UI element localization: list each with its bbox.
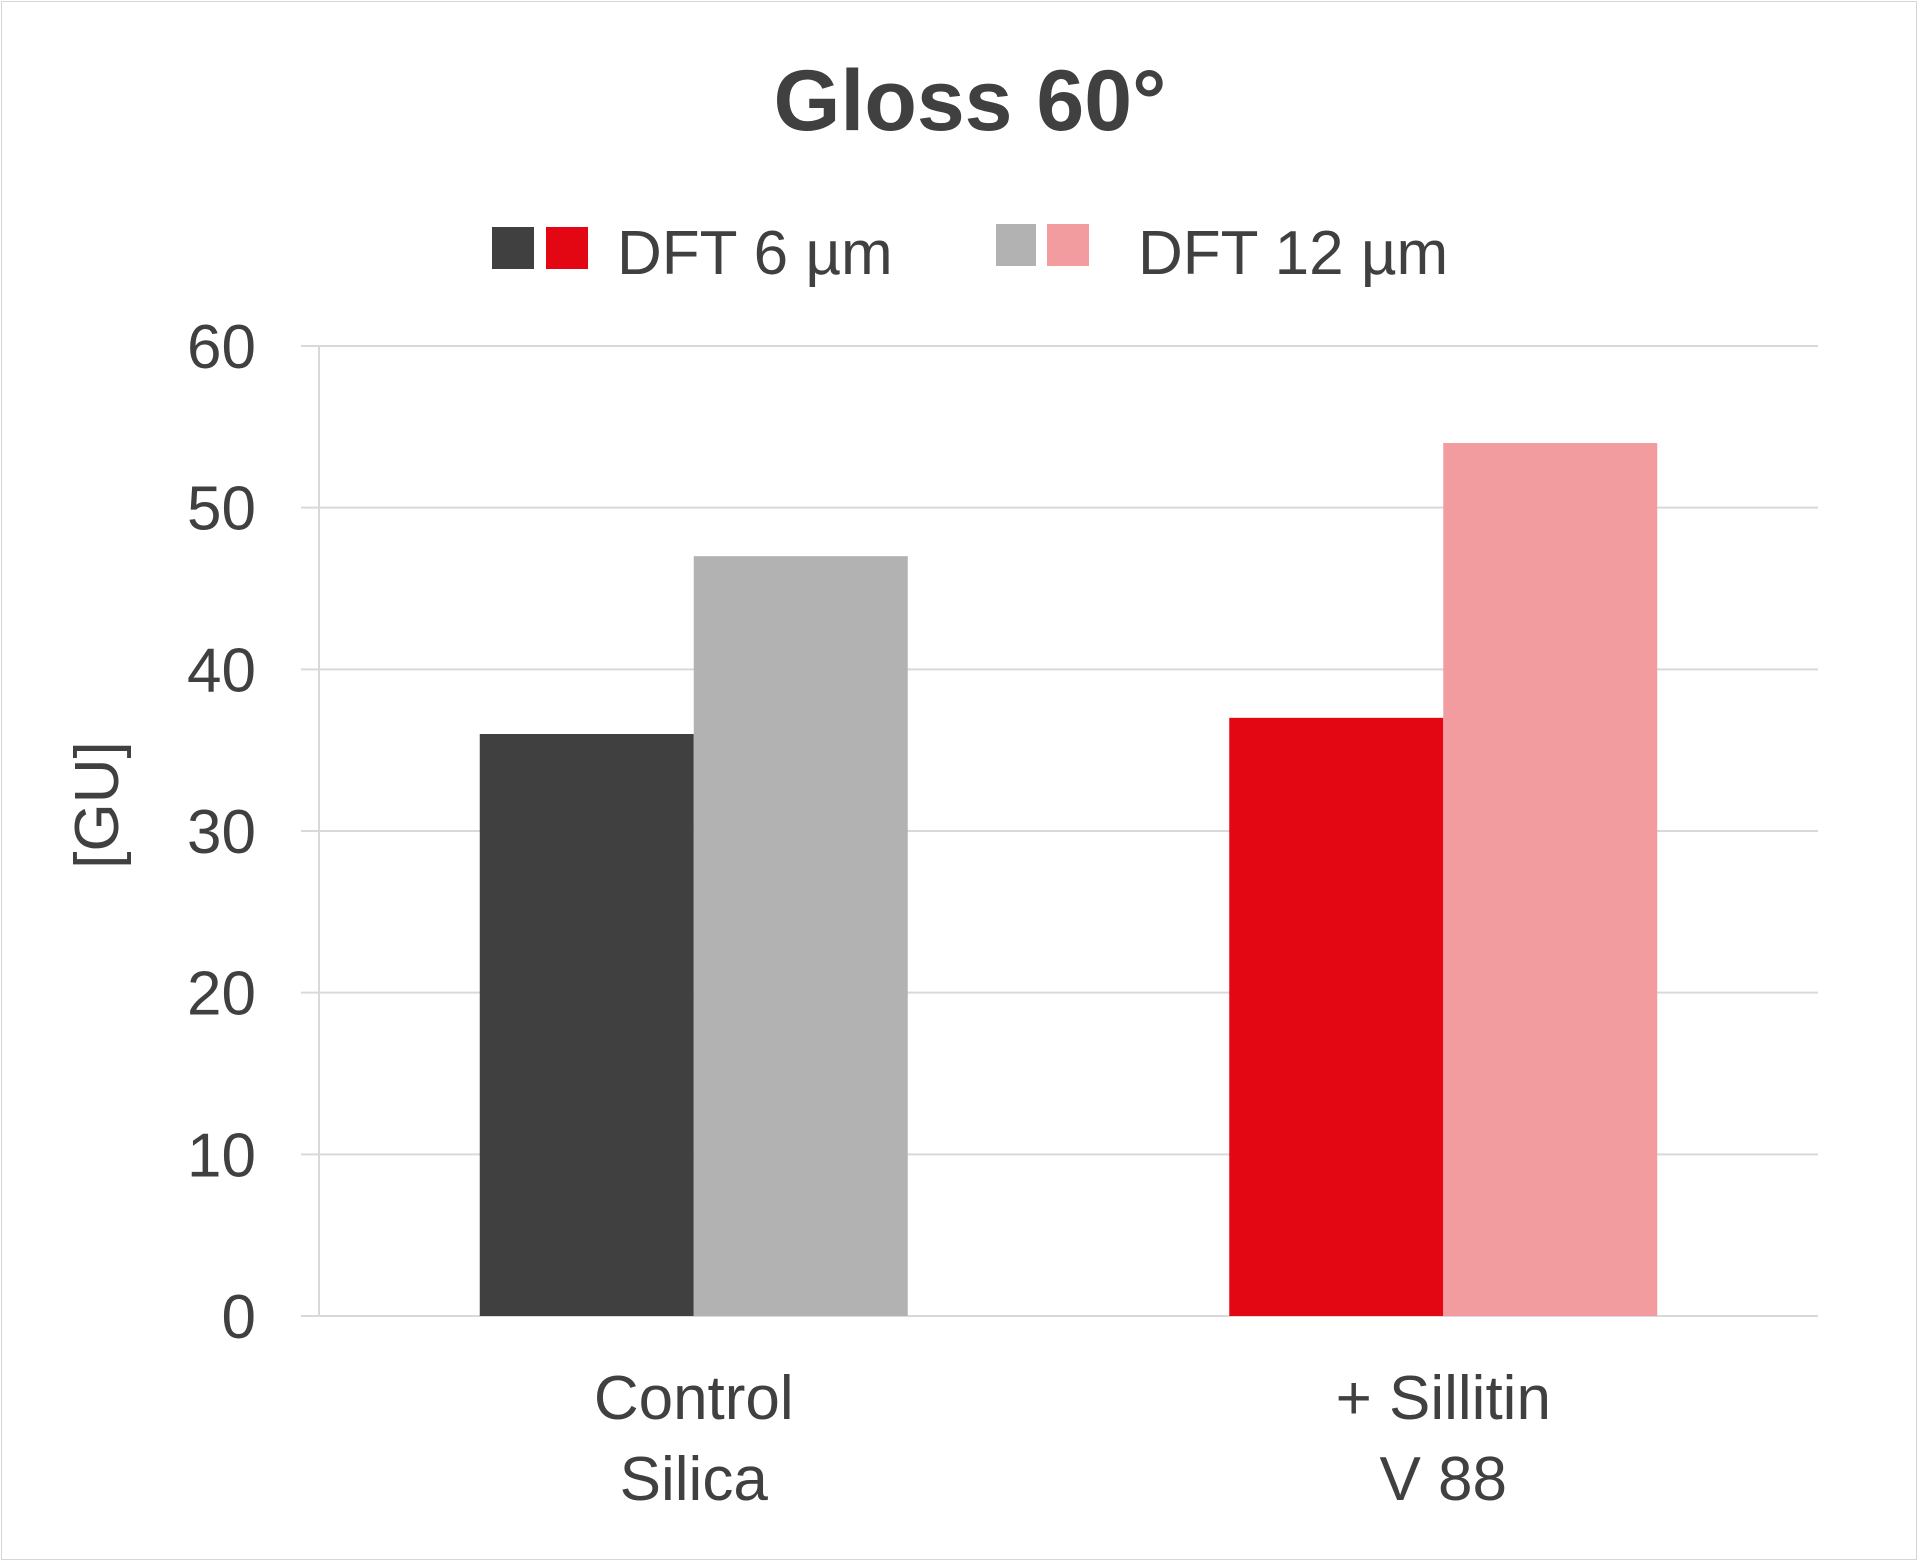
category-label-1-line-0: + Sillitin [1336,1364,1551,1433]
y-axis-label: [GU] [63,741,132,868]
category-labels: Control Silica + Sillitin V 88 [594,1364,1551,1514]
bar-sillitin-v88-series-1 [1229,717,1444,1316]
bar-control-silica-series-2 [693,556,908,1316]
legend: DFT 6 µm DFT 12 µm [492,219,1448,288]
legend-swatch-dft6-red [546,227,588,269]
y-tick-labels: 0 10 20 30 40 50 60 [187,313,256,1352]
y-tick-label-30: 30 [187,798,256,867]
bar-control-silica-series-1 [479,734,694,1316]
chart-title: Gloss 60° [774,53,1167,149]
legend-label-dft12: DFT 12 µm [1138,219,1448,288]
category-label-0-line-1: Silica [620,1445,769,1514]
category-label-1-line-1: V 88 [1379,1445,1507,1514]
bars [479,443,1658,1316]
y-tick-label-40: 40 [187,636,256,705]
category-label-0-line-0: Control [594,1364,794,1433]
legend-label-dft6: DFT 6 µm [617,219,893,288]
y-tick-label-20: 20 [187,960,256,1029]
legend-swatch-dft12-grey [996,224,1036,266]
y-tick-label-50: 50 [187,475,256,544]
bar-sillitin-v88-series-2 [1443,443,1658,1316]
legend-swatch-dft12-pink [1047,224,1089,266]
y-tick-label-60: 60 [187,313,256,382]
y-tick-label-0: 0 [222,1283,256,1352]
legend-swatch-dft6-dark [492,227,534,269]
y-tick-label-10: 10 [187,1121,256,1190]
